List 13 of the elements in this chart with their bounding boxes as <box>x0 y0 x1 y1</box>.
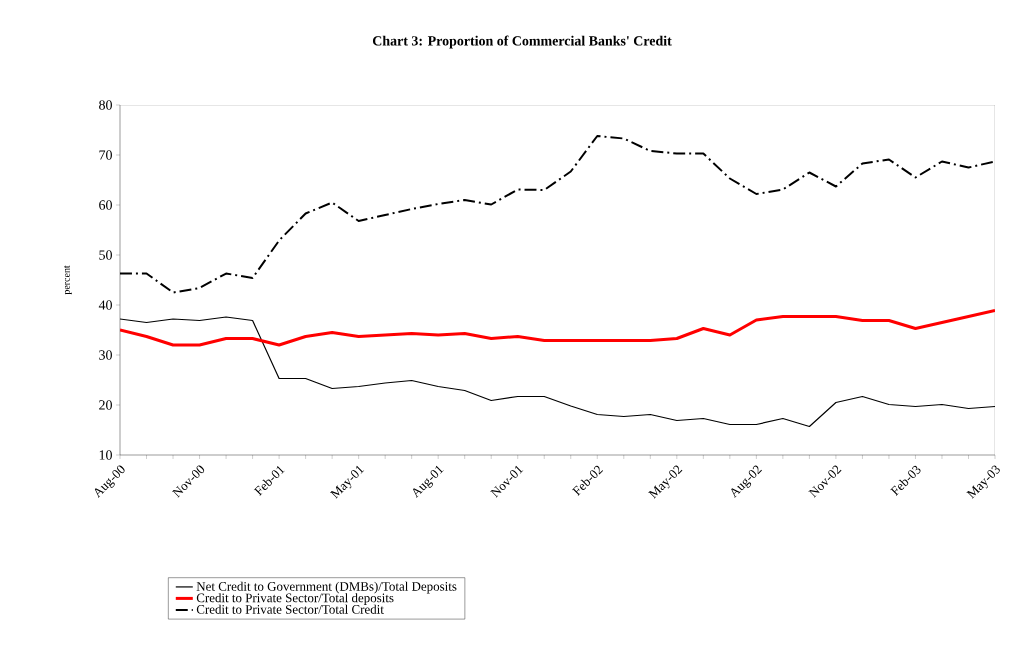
y-tick-label: 40 <box>98 300 112 310</box>
y-tick-label: 50 <box>99 250 112 260</box>
y-tick-label: 80 <box>99 100 112 110</box>
y-tick-label: 70 <box>99 150 112 160</box>
chart-title: Chart 3: Proportion of Commercial Banks' Credit <box>372 35 672 49</box>
y-tick-label: 30 <box>99 350 112 360</box>
legend-label: Net Credit to Government (DMBs)/Total Deposits <box>196 581 457 594</box>
y-tick-label: 60 <box>99 200 112 210</box>
y-axis-title: percent <box>64 265 72 295</box>
y-tick-label: 20 <box>99 400 112 410</box>
legend-label: Credit to Private Sector/Total Credit <box>196 604 384 614</box>
y-tick-label: 10 <box>99 450 112 460</box>
legend-label: Credit to Private Sector/Total deposits <box>196 593 394 605</box>
